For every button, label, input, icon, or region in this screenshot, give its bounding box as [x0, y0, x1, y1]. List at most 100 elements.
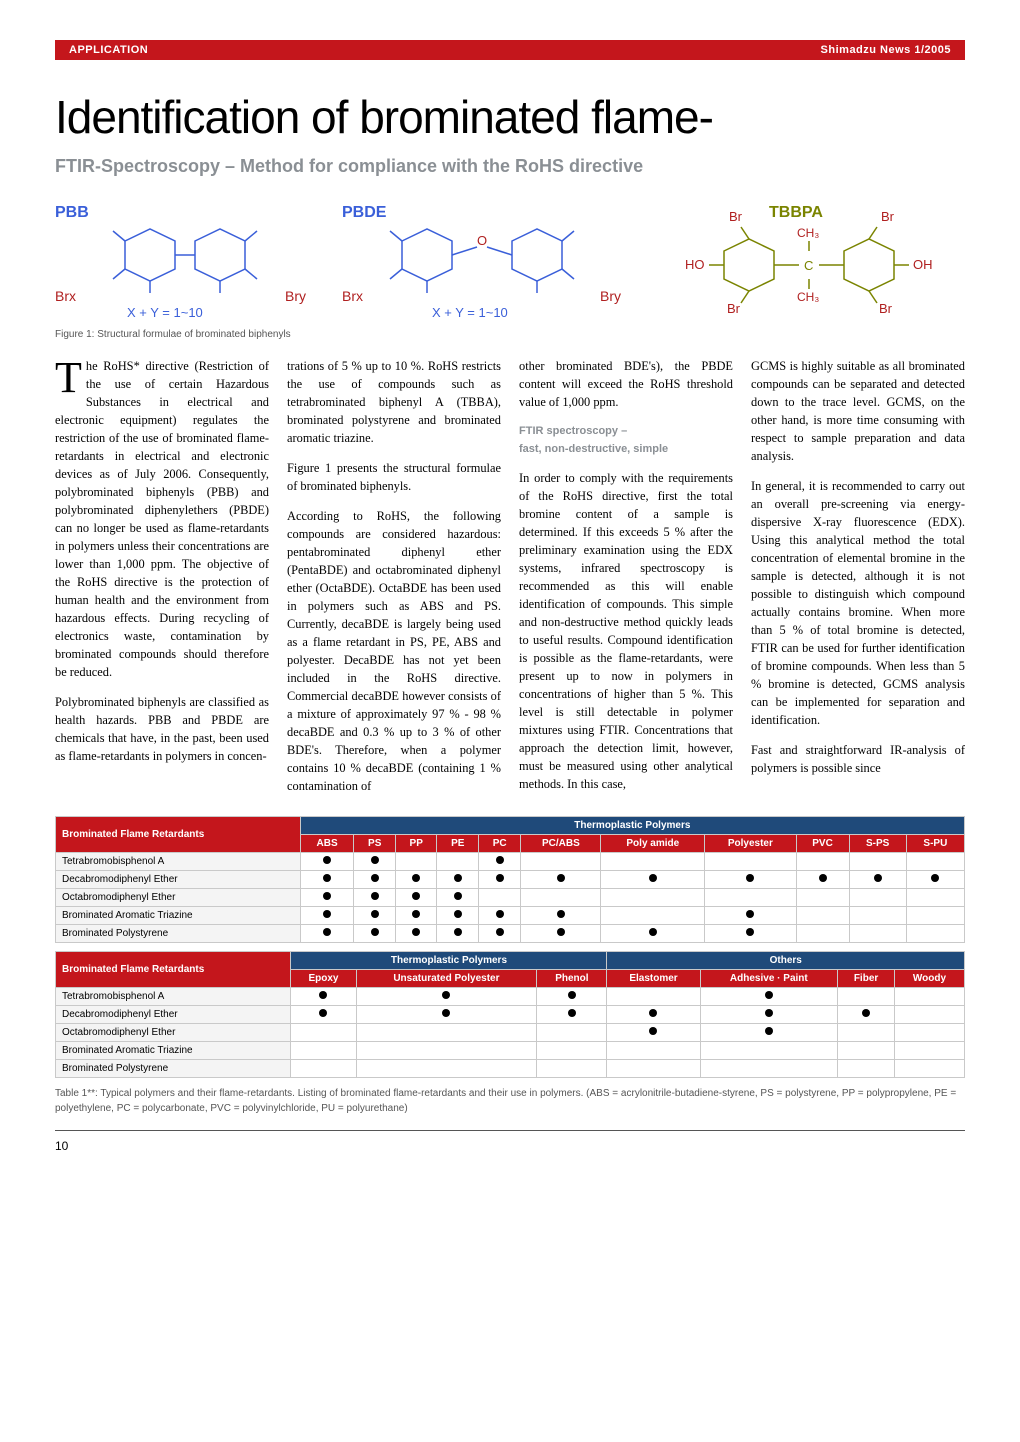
dot-icon: [323, 910, 331, 918]
t2-cell: [838, 1059, 895, 1077]
tbbpa-label: TBBPA: [769, 204, 823, 221]
body-columns: The RoHS* directive (Restriction of the …: [55, 358, 965, 796]
t2-cell: [838, 1023, 895, 1041]
t2-cell: [607, 1005, 700, 1023]
t2-rowname: Octabromodiphenyl Ether: [56, 1023, 291, 1041]
t1-cell: [601, 888, 705, 906]
dot-icon: [454, 910, 462, 918]
t1-cell: [521, 852, 601, 870]
t1-col: Polyester: [705, 834, 796, 852]
pbde-bry: Bry: [600, 288, 621, 304]
t2-cell: [838, 987, 895, 1005]
t2-col: Adhesive · Paint: [700, 969, 838, 987]
t1-cell: [521, 906, 601, 924]
t1-col: S-PS: [849, 834, 906, 852]
t1-rowname: Tetrabromobisphenol A: [56, 852, 301, 870]
dot-icon: [649, 874, 657, 882]
t1-cell: [437, 870, 479, 888]
inline-heading-b: fast, non-destructive, simple: [519, 442, 733, 458]
inline-heading: FTIR spectroscopy – fast, non-destructiv…: [519, 424, 733, 458]
t2-col: Unsaturated Polyester: [356, 969, 537, 987]
t1-cell: [906, 870, 964, 888]
t1-cell: [705, 888, 796, 906]
tbbpa-ch3b: CH₃: [797, 290, 819, 304]
table-row: Octabromodiphenyl Ether: [56, 1023, 965, 1041]
para-3: trations of 5 % up to 10 %. RoHS restric…: [287, 358, 501, 448]
dot-icon: [371, 856, 379, 864]
t1-cell: [479, 870, 521, 888]
t2-cell: [291, 1059, 356, 1077]
dot-icon: [568, 991, 576, 999]
dot-icon: [496, 928, 504, 936]
header-bar: APPLICATION Shimadzu News 1/2005: [55, 40, 965, 60]
dot-icon: [649, 928, 657, 936]
article-subtitle: FTIR-Spectroscopy – Method for complianc…: [55, 156, 965, 177]
t1-cell: [521, 888, 601, 906]
t2-group2: Others: [607, 951, 965, 969]
para-10: Fast and straightforward IR-analysis of …: [751, 742, 965, 778]
t1-cell: [906, 924, 964, 942]
dot-icon: [323, 874, 331, 882]
dot-icon: [323, 928, 331, 936]
t1-cell: [479, 924, 521, 942]
dot-icon: [746, 928, 754, 936]
t2-rowname: Tetrabromobisphenol A: [56, 987, 291, 1005]
t2-group1: Thermoplastic Polymers: [291, 951, 607, 969]
dot-icon: [557, 928, 565, 936]
t2-cell: [700, 1023, 838, 1041]
dot-icon: [454, 874, 462, 882]
t1-cell: [849, 888, 906, 906]
t1-rowname: Brominated Aromatic Triazine: [56, 906, 301, 924]
figure-pbde: PBDE O Brx Bry X + Y = 1~10: [342, 201, 639, 321]
t1-cell: [906, 888, 964, 906]
dot-icon: [412, 874, 420, 882]
dot-icon: [454, 928, 462, 936]
t1-cell: [796, 924, 849, 942]
t2-cell: [607, 1041, 700, 1059]
dot-icon: [496, 910, 504, 918]
article-title: Identification of brominated flame-: [55, 90, 965, 144]
t2-cell: [356, 987, 537, 1005]
dot-icon: [649, 1027, 657, 1035]
para-1: The RoHS* directive (Restriction of the …: [55, 358, 269, 682]
t2-col: Epoxy: [291, 969, 356, 987]
t1-col: PC/ABS: [521, 834, 601, 852]
t1-cell: [849, 870, 906, 888]
t1-rowname: Brominated Polystyrene: [56, 924, 301, 942]
header-issue: Shimadzu News 1/2005: [821, 44, 951, 56]
t2-rowname: Brominated Polystyrene: [56, 1059, 291, 1077]
pbb-eq: X + Y = 1~10: [127, 305, 203, 320]
dot-icon: [412, 910, 420, 918]
pbde-brx: Brx: [342, 288, 363, 304]
dot-icon: [746, 910, 754, 918]
table-row: Decabromodiphenyl Ether: [56, 1005, 965, 1023]
t1-cell: [437, 852, 479, 870]
dot-icon: [765, 1009, 773, 1017]
t1-cell: [479, 852, 521, 870]
t1-cell: [354, 852, 396, 870]
t1-cell: [479, 888, 521, 906]
table-row: Brominated Aromatic Triazine: [56, 1041, 965, 1059]
t1-cell: [300, 870, 354, 888]
t1-cell: [906, 852, 964, 870]
t2-cell: [894, 987, 964, 1005]
t1-group: Thermoplastic Polymers: [300, 816, 964, 834]
t1-cell: [521, 870, 601, 888]
t1-cell: [300, 924, 354, 942]
header-section: APPLICATION: [69, 44, 148, 56]
dot-icon: [931, 874, 939, 882]
t1-cell: [601, 924, 705, 942]
t1-col: PC: [479, 834, 521, 852]
table-2: Brominated Flame Retardants Thermoplasti…: [55, 951, 965, 1078]
para-8: GCMS is highly suitable as all brominate…: [751, 358, 965, 466]
t2-cell: [356, 1041, 537, 1059]
tbbpa-ch3a: CH₃: [797, 226, 819, 240]
t2-cell: [537, 1059, 607, 1077]
pbde-eq: X + Y = 1~10: [432, 305, 508, 320]
dot-icon: [442, 1009, 450, 1017]
dot-icon: [496, 856, 504, 864]
t1-cell: [796, 852, 849, 870]
t2-rowhead-label: Brominated Flame Retardants: [56, 951, 291, 987]
t1-col: S-PU: [906, 834, 964, 852]
tbbpa-c: C: [804, 258, 813, 273]
